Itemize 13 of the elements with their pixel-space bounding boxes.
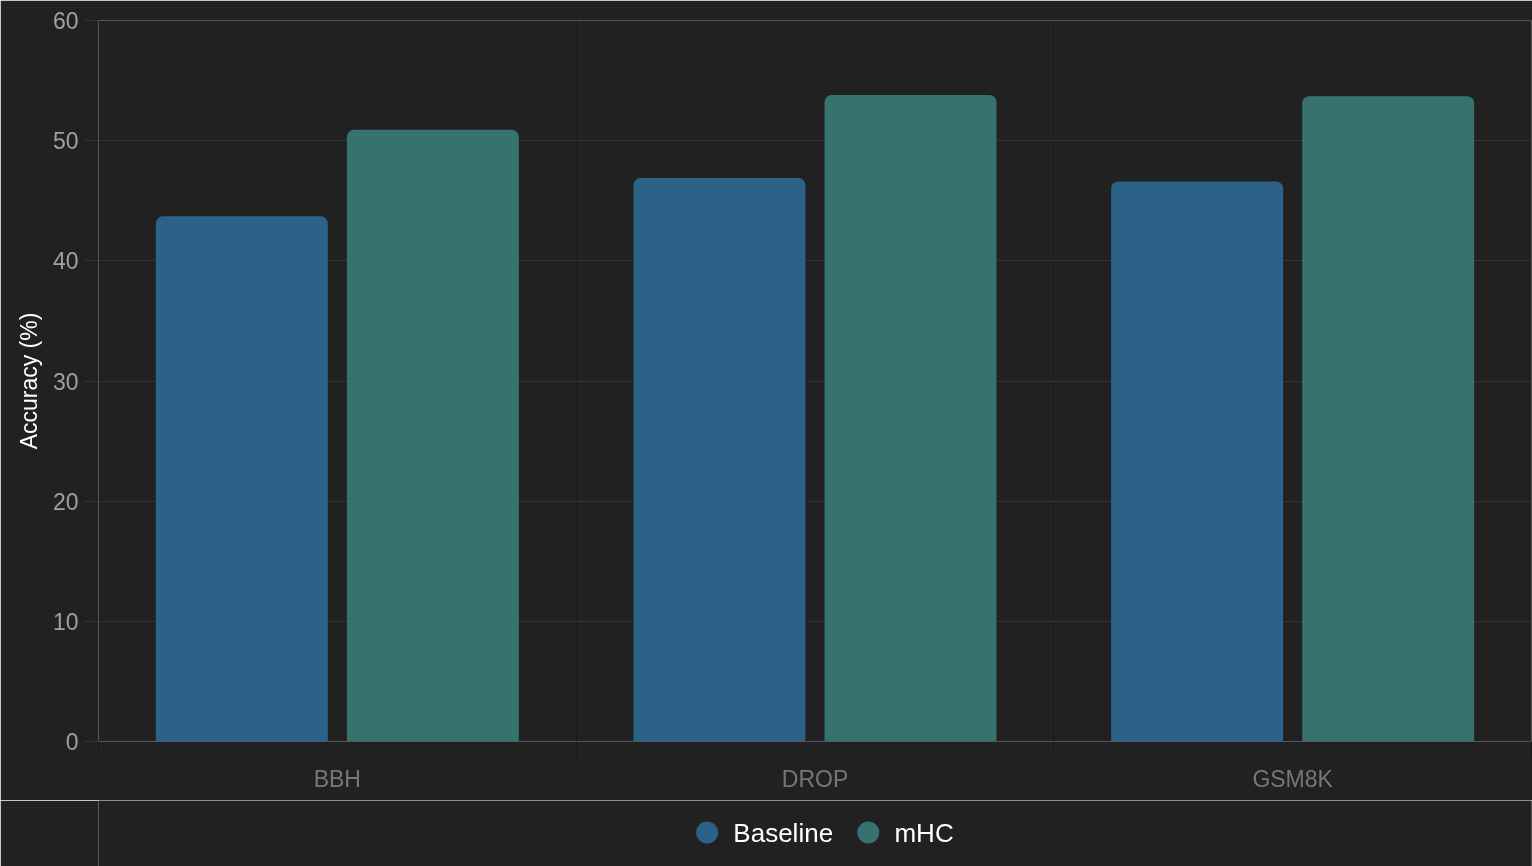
y-tick-label: 0	[65, 729, 79, 755]
x-tick-label: DROP	[781, 765, 849, 792]
x-tick-label: GSM8K	[1252, 765, 1334, 792]
legend-label: mHC	[894, 817, 954, 848]
y-tick-label: 20	[52, 488, 79, 515]
y-tick-label: 30	[52, 368, 79, 395]
y-tick-label: 40	[52, 248, 79, 275]
y-tick-label: 10	[52, 608, 79, 635]
legend-label: Baseline	[733, 817, 834, 848]
x-tick-label: BBH	[313, 765, 361, 792]
y-tick-label: 60	[52, 8, 79, 34]
y-tick-label: 50	[52, 128, 79, 155]
y-axis-title: Accuracy (%)	[15, 312, 42, 450]
